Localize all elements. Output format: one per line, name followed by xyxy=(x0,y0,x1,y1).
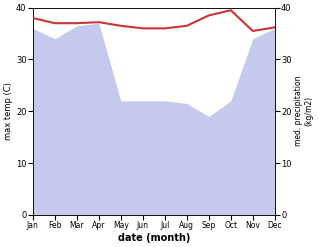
Y-axis label: med. precipitation
(kg/m2): med. precipitation (kg/m2) xyxy=(294,76,314,146)
Y-axis label: max temp (C): max temp (C) xyxy=(4,82,13,140)
X-axis label: date (month): date (month) xyxy=(118,233,190,243)
